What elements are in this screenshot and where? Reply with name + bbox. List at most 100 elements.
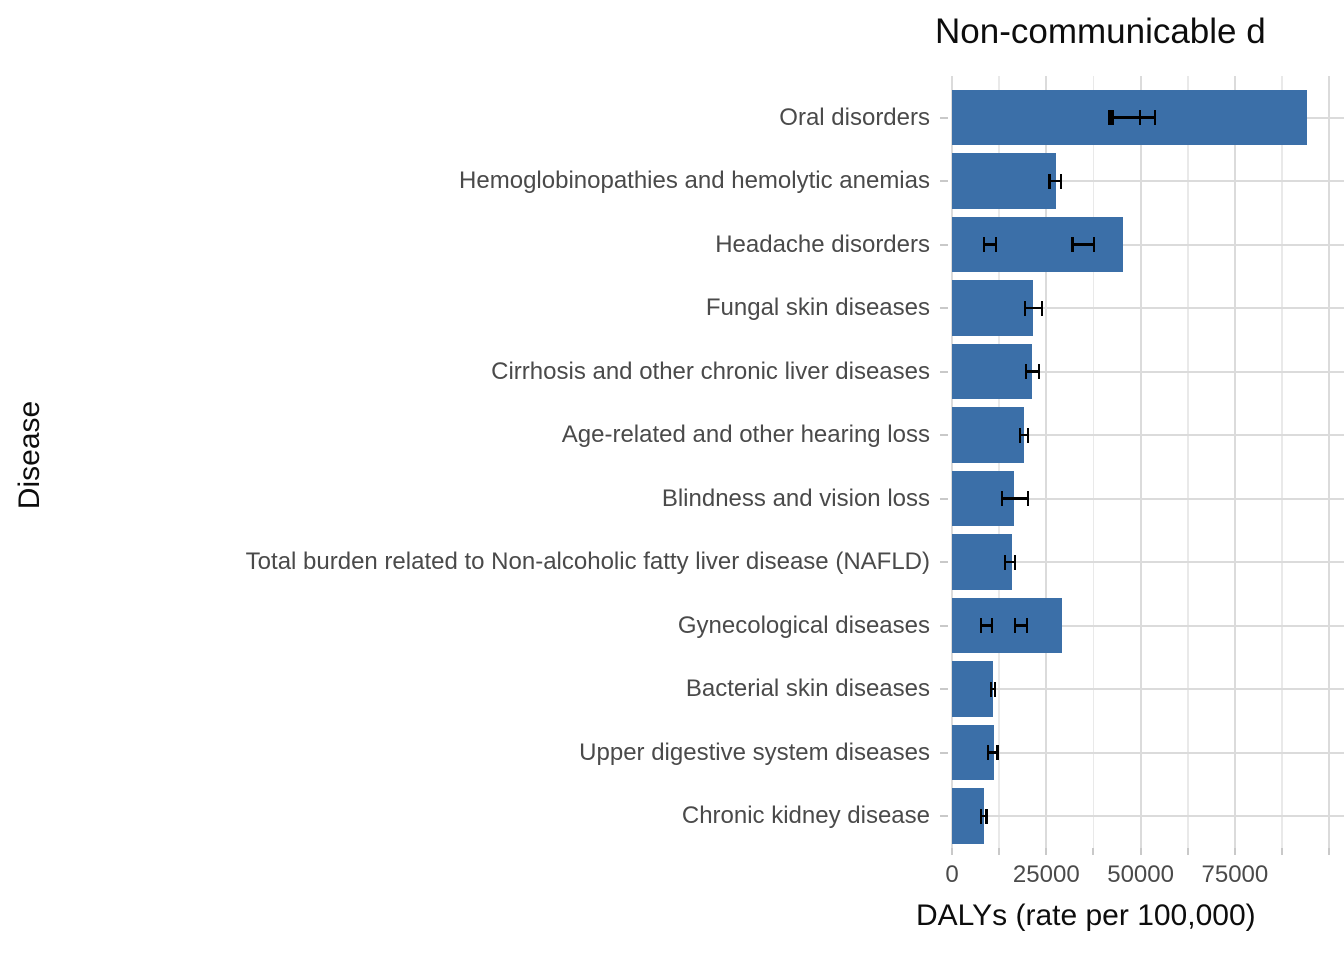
x-axis-tick bbox=[1233, 848, 1236, 855]
gridline-y-major bbox=[952, 434, 1344, 436]
error-bar bbox=[1001, 497, 1028, 500]
error-bar-cap bbox=[1013, 618, 1017, 633]
x-axis-tick bbox=[1328, 848, 1331, 855]
error-bar bbox=[981, 814, 987, 818]
gridline-x-minor bbox=[1281, 76, 1283, 848]
y-axis-tick bbox=[940, 180, 948, 182]
error-bar-cap bbox=[1040, 300, 1044, 316]
bar bbox=[952, 534, 1012, 590]
gridline-y-major bbox=[952, 180, 1344, 182]
plot-area bbox=[951, 76, 1344, 848]
category-label: Upper digestive system diseases bbox=[579, 738, 930, 766]
gridline-y-major bbox=[952, 243, 1344, 246]
x-axis-tick bbox=[998, 848, 1001, 855]
error-bar-cap bbox=[996, 745, 999, 760]
category-label: Oral disorders bbox=[779, 103, 930, 131]
chart-title: Non-communicable d bbox=[935, 12, 1266, 51]
error-bar-cap bbox=[1026, 491, 1030, 506]
category-label: Gynecological diseases bbox=[677, 611, 930, 639]
category-label: Fungal skin diseases bbox=[705, 294, 930, 321]
x-axis-tick bbox=[951, 848, 953, 855]
error-bar-cap bbox=[989, 681, 993, 697]
gridline-x-minor bbox=[1092, 76, 1095, 848]
category-label: Bacterial skin diseases bbox=[685, 675, 930, 702]
error-bar-cap bbox=[993, 681, 997, 697]
x-axis-tick bbox=[1092, 848, 1095, 855]
error-bar-cap bbox=[1018, 427, 1022, 443]
error-bar-cap bbox=[1024, 364, 1028, 379]
error-bar-cap bbox=[1037, 364, 1040, 379]
error-bar bbox=[1112, 116, 1155, 119]
gridline-x-major bbox=[1233, 76, 1236, 848]
error-bar-cap bbox=[1003, 554, 1007, 570]
y-axis-tick bbox=[940, 751, 948, 754]
y-axis-tick bbox=[940, 497, 948, 500]
error-bar bbox=[1049, 179, 1061, 183]
error-bar-cap bbox=[979, 618, 983, 633]
gridline-y-major bbox=[952, 497, 1344, 500]
bar bbox=[952, 216, 1123, 273]
error-bar-cap bbox=[1023, 300, 1027, 316]
error-bar-cap bbox=[994, 237, 998, 252]
category-label: Hemoglobinopathies and hemolytic anemias bbox=[459, 167, 930, 194]
category-label: Cirrhosis and other chronic liver diseas… bbox=[491, 357, 930, 385]
error-bar-cap bbox=[1071, 237, 1074, 252]
bar bbox=[952, 343, 1032, 400]
error-bar-cap bbox=[986, 745, 990, 760]
bar bbox=[952, 153, 1056, 209]
y-axis-tick bbox=[940, 688, 948, 690]
error-bar bbox=[1025, 370, 1039, 373]
error-bar-cap bbox=[1025, 618, 1029, 633]
bar bbox=[952, 407, 1025, 463]
x-axis-tick bbox=[1186, 848, 1189, 855]
y-axis-tick bbox=[940, 434, 948, 436]
error-bar-cap bbox=[1108, 110, 1111, 125]
bar bbox=[952, 661, 994, 717]
error-bar-cap bbox=[1013, 554, 1017, 570]
gridline-x-major bbox=[1045, 76, 1048, 848]
error-bar-cap bbox=[1111, 110, 1114, 125]
category-label: Total burden related to Non-alcoholic fa… bbox=[245, 548, 930, 575]
error-bar-cap bbox=[990, 618, 994, 633]
y-axis-tick bbox=[940, 307, 948, 309]
x-axis-tick bbox=[1045, 848, 1048, 855]
error-bar bbox=[1019, 433, 1028, 437]
gridline-y-major bbox=[952, 561, 1344, 563]
error-bar-cap bbox=[1059, 173, 1063, 189]
error-bar bbox=[1072, 243, 1094, 246]
y-axis-tick bbox=[940, 815, 948, 817]
bar bbox=[952, 788, 985, 844]
category-label: Blindness and vision loss bbox=[661, 484, 930, 512]
y-axis-tick bbox=[940, 243, 948, 246]
gridline-y-major bbox=[952, 815, 1344, 817]
gridline-x-major bbox=[1328, 76, 1331, 848]
category-label: Chronic kidney disease bbox=[681, 802, 930, 829]
x-axis-tick bbox=[1139, 848, 1142, 855]
x-tick-label: 50000 bbox=[1107, 861, 1174, 888]
error-bar bbox=[987, 751, 998, 754]
gridline-y-major bbox=[952, 370, 1344, 373]
category-label: Age-related and other hearing loss bbox=[561, 421, 930, 448]
category-label: Headache disorders bbox=[715, 230, 930, 258]
error-bar bbox=[1024, 306, 1042, 310]
y-axis-tick bbox=[940, 116, 948, 119]
y-axis-tick bbox=[940, 624, 948, 627]
error-bar-cap bbox=[1026, 427, 1030, 443]
gridline-y-major bbox=[952, 688, 1344, 690]
x-tick-label: 75000 bbox=[1201, 861, 1269, 888]
x-tick-label: 0 bbox=[945, 861, 959, 888]
error-bar-cap bbox=[979, 808, 983, 824]
error-bar bbox=[990, 687, 995, 691]
error-bar-cap bbox=[985, 808, 988, 824]
error-bar bbox=[1014, 624, 1028, 627]
error-bar bbox=[984, 243, 997, 246]
error-bar bbox=[981, 624, 992, 627]
bar bbox=[952, 597, 1062, 654]
error-bar-cap bbox=[1092, 237, 1096, 252]
error-bar-cap bbox=[1048, 173, 1051, 189]
x-axis-tick bbox=[1281, 848, 1284, 855]
y-axis-tick bbox=[940, 370, 948, 373]
gridline-y-major bbox=[952, 751, 1344, 754]
gridline-y-major bbox=[952, 624, 1344, 627]
bar bbox=[952, 280, 1033, 336]
